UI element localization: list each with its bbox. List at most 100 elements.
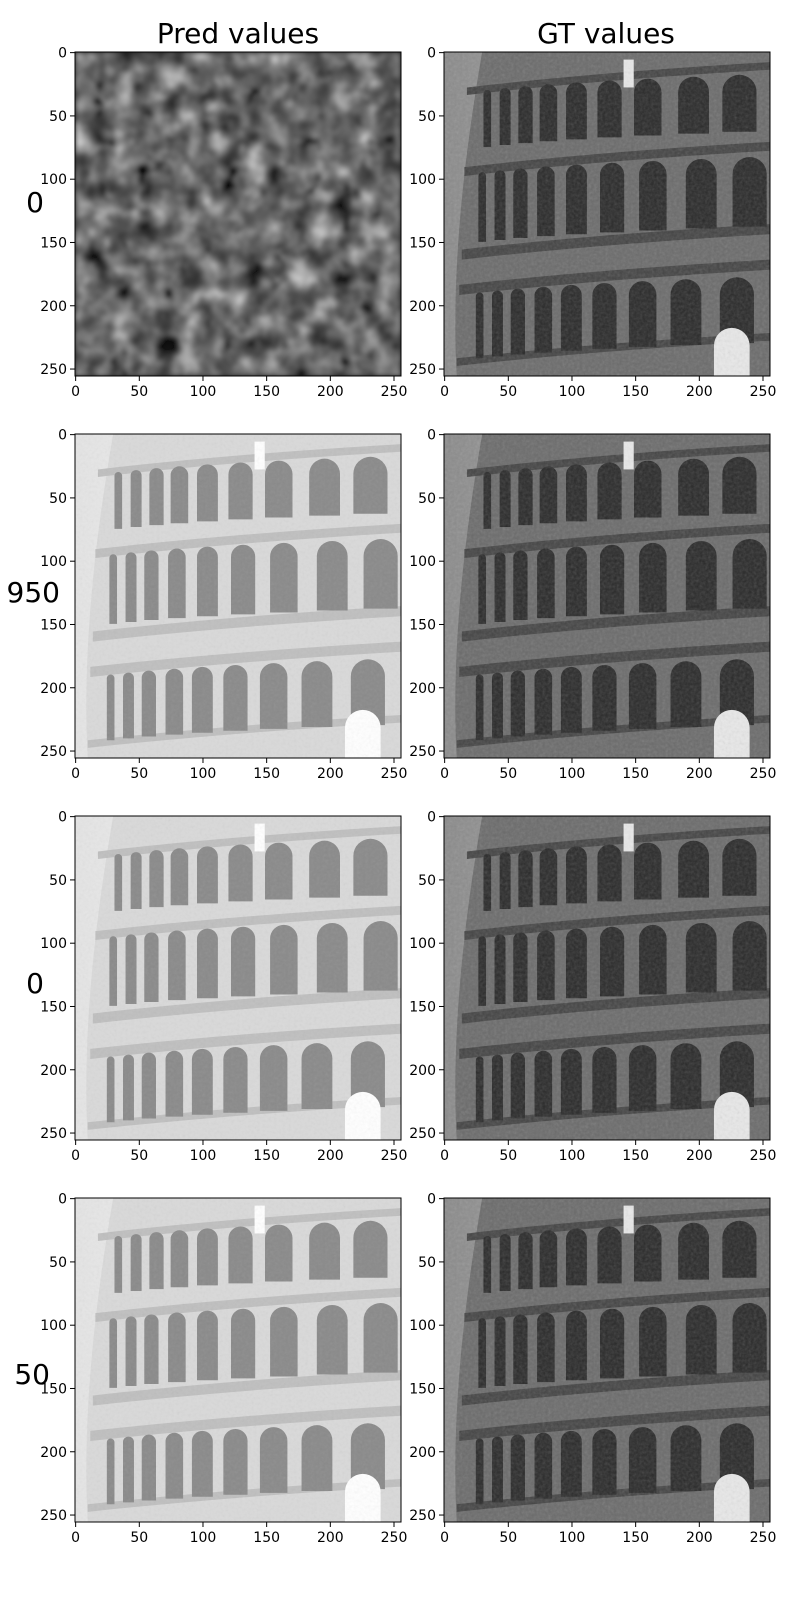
panel-image (75, 816, 401, 1140)
y-tick-label: 250 (409, 744, 436, 760)
y-tick-label: 100 (409, 554, 436, 570)
x-tick-label: 0 (71, 384, 80, 400)
row-label-4: 50 (14, 1358, 50, 1391)
y-tick-label: 250 (40, 362, 67, 378)
x-tick-label: 200 (686, 384, 713, 400)
row-label-3: 0 (26, 967, 44, 1000)
x-tick-label: 50 (499, 384, 517, 400)
x-tick-label: 150 (253, 766, 280, 782)
y-tick-label: 150 (409, 235, 436, 251)
column-title-gt: GT values (537, 17, 675, 50)
y-tick-label: 200 (40, 299, 67, 315)
y-tick-label: 250 (409, 362, 436, 378)
x-tick-label: 200 (686, 1148, 713, 1164)
panel-image (444, 434, 770, 758)
y-tick-label: 200 (409, 299, 436, 315)
x-tick-label: 100 (190, 766, 217, 782)
panel-image (444, 52, 770, 376)
y-tick-label: 0 (58, 1192, 67, 1208)
y-tick-label: 100 (409, 172, 436, 188)
x-tick-label: 100 (559, 1148, 586, 1164)
y-tick-label: 100 (40, 554, 67, 570)
y-tick-label: 0 (58, 46, 67, 62)
x-tick-label: 150 (622, 1530, 649, 1546)
x-tick-label: 250 (381, 766, 408, 782)
y-tick-label: 150 (40, 999, 67, 1015)
x-tick-label: 250 (750, 1148, 777, 1164)
row-label-2: 950 (7, 576, 60, 609)
x-tick-label: 50 (499, 1530, 517, 1546)
y-tick-label: 150 (40, 1381, 67, 1397)
x-tick-label: 200 (317, 766, 344, 782)
y-tick-label: 0 (58, 810, 67, 826)
y-tick-label: 50 (418, 491, 436, 507)
y-tick-label: 150 (409, 999, 436, 1015)
x-tick-label: 0 (440, 1530, 449, 1546)
x-tick-label: 250 (381, 1148, 408, 1164)
y-tick-label: 50 (49, 109, 67, 125)
panel-image (444, 816, 770, 1140)
panel-image (444, 1198, 770, 1522)
y-tick-label: 150 (40, 617, 67, 633)
y-tick-label: 100 (40, 1318, 67, 1334)
y-tick-label: 100 (40, 172, 67, 188)
y-tick-label: 100 (409, 1318, 436, 1334)
y-tick-label: 250 (409, 1126, 436, 1142)
x-tick-label: 100 (559, 766, 586, 782)
y-tick-label: 200 (40, 681, 67, 697)
x-tick-label: 50 (130, 766, 148, 782)
y-tick-label: 200 (40, 1063, 67, 1079)
x-tick-label: 50 (499, 1148, 517, 1164)
x-tick-label: 200 (686, 1530, 713, 1546)
column-title-pred: Pred values (157, 17, 319, 50)
y-tick-label: 200 (409, 1445, 436, 1461)
x-tick-label: 250 (381, 384, 408, 400)
y-tick-label: 0 (427, 1192, 436, 1208)
x-tick-label: 150 (253, 1530, 280, 1546)
x-tick-label: 150 (253, 384, 280, 400)
x-tick-label: 100 (559, 1530, 586, 1546)
y-tick-label: 150 (40, 235, 67, 251)
y-tick-label: 50 (49, 1255, 67, 1271)
y-tick-label: 50 (418, 1255, 436, 1271)
x-tick-label: 0 (71, 1530, 80, 1546)
x-tick-label: 50 (130, 1530, 148, 1546)
panel-image (75, 52, 401, 376)
panel-image (75, 434, 401, 758)
x-tick-label: 0 (71, 766, 80, 782)
y-tick-label: 50 (49, 491, 67, 507)
x-tick-label: 250 (750, 384, 777, 400)
x-tick-label: 50 (130, 1148, 148, 1164)
y-tick-label: 250 (40, 1126, 67, 1142)
x-tick-label: 0 (440, 766, 449, 782)
x-tick-label: 100 (190, 1530, 217, 1546)
y-tick-label: 0 (58, 428, 67, 444)
x-tick-label: 250 (750, 1530, 777, 1546)
x-tick-label: 0 (440, 384, 449, 400)
x-tick-label: 250 (381, 1530, 408, 1546)
y-tick-label: 0 (427, 810, 436, 826)
x-tick-label: 0 (71, 1148, 80, 1164)
y-tick-label: 50 (418, 873, 436, 889)
y-tick-label: 200 (409, 681, 436, 697)
x-tick-label: 100 (190, 384, 217, 400)
x-tick-label: 250 (750, 766, 777, 782)
x-tick-label: 100 (559, 384, 586, 400)
x-tick-label: 200 (317, 384, 344, 400)
x-tick-label: 150 (622, 384, 649, 400)
y-tick-label: 150 (409, 617, 436, 633)
x-tick-label: 150 (622, 766, 649, 782)
y-tick-label: 100 (409, 936, 436, 952)
x-tick-label: 50 (499, 766, 517, 782)
y-tick-label: 0 (427, 46, 436, 62)
y-tick-label: 250 (40, 1508, 67, 1524)
